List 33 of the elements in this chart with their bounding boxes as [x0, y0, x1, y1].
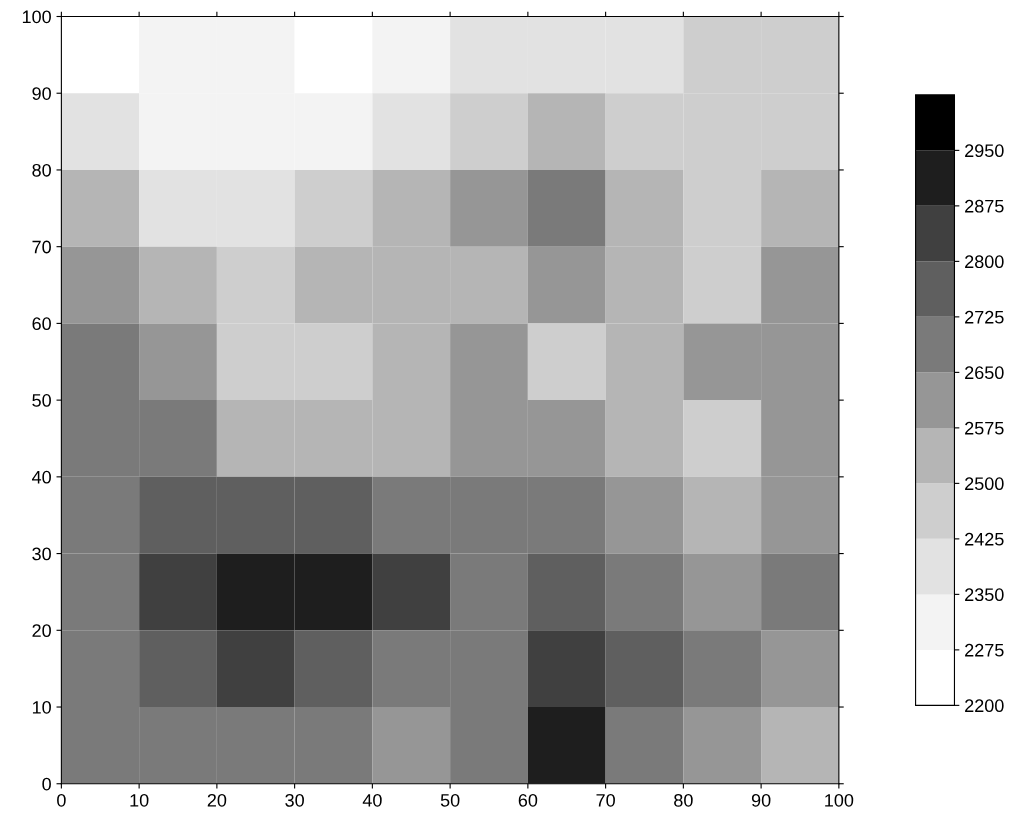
y-tick-label: 40	[31, 470, 51, 484]
color-bar-label: 2425	[965, 532, 1004, 546]
x-tick-label: 40	[362, 793, 382, 807]
color-bar-label: 2575	[965, 421, 1004, 435]
x-tick-label: 60	[518, 793, 538, 807]
y-tick-label: 90	[32, 87, 51, 100]
x-tick-label: 0	[57, 793, 66, 807]
color-bar-label: 2800	[965, 255, 1004, 269]
color-bar-label: 2500	[965, 477, 1004, 491]
x-tick-label: 80	[674, 793, 693, 807]
x-tick-label: 100	[825, 793, 854, 807]
y-tick-label: 10	[32, 700, 51, 714]
color-bar-label: 2200	[965, 699, 1004, 713]
color-bar-label: 2650	[965, 366, 1004, 380]
y-tick-label: 80	[32, 163, 51, 177]
y-tick-label: 50	[32, 394, 51, 407]
color-bar-label: 2725	[965, 310, 1004, 324]
y-tick-label: 30	[32, 547, 51, 561]
color-bar-label: 2350	[965, 588, 1004, 602]
y-tick-label: 60	[32, 317, 51, 331]
y-tick-label: 20	[32, 624, 51, 638]
y-tick-label: 0	[42, 777, 51, 791]
x-tick-label: 90	[751, 793, 771, 807]
color-bar-label: 2875	[965, 199, 1004, 213]
x-tick-label: 20	[207, 793, 227, 807]
x-tick-label: 30	[285, 793, 304, 807]
x-tick-label: 70	[596, 793, 615, 807]
y-tick-label: 70	[32, 240, 51, 254]
x-tick-label: 10	[130, 793, 149, 807]
x-tick-label: 50	[440, 793, 460, 807]
color-bar-label: 2950	[965, 144, 1004, 158]
color-bar-label: 2275	[965, 643, 1004, 657]
y-tick-label: 100	[22, 10, 51, 24]
